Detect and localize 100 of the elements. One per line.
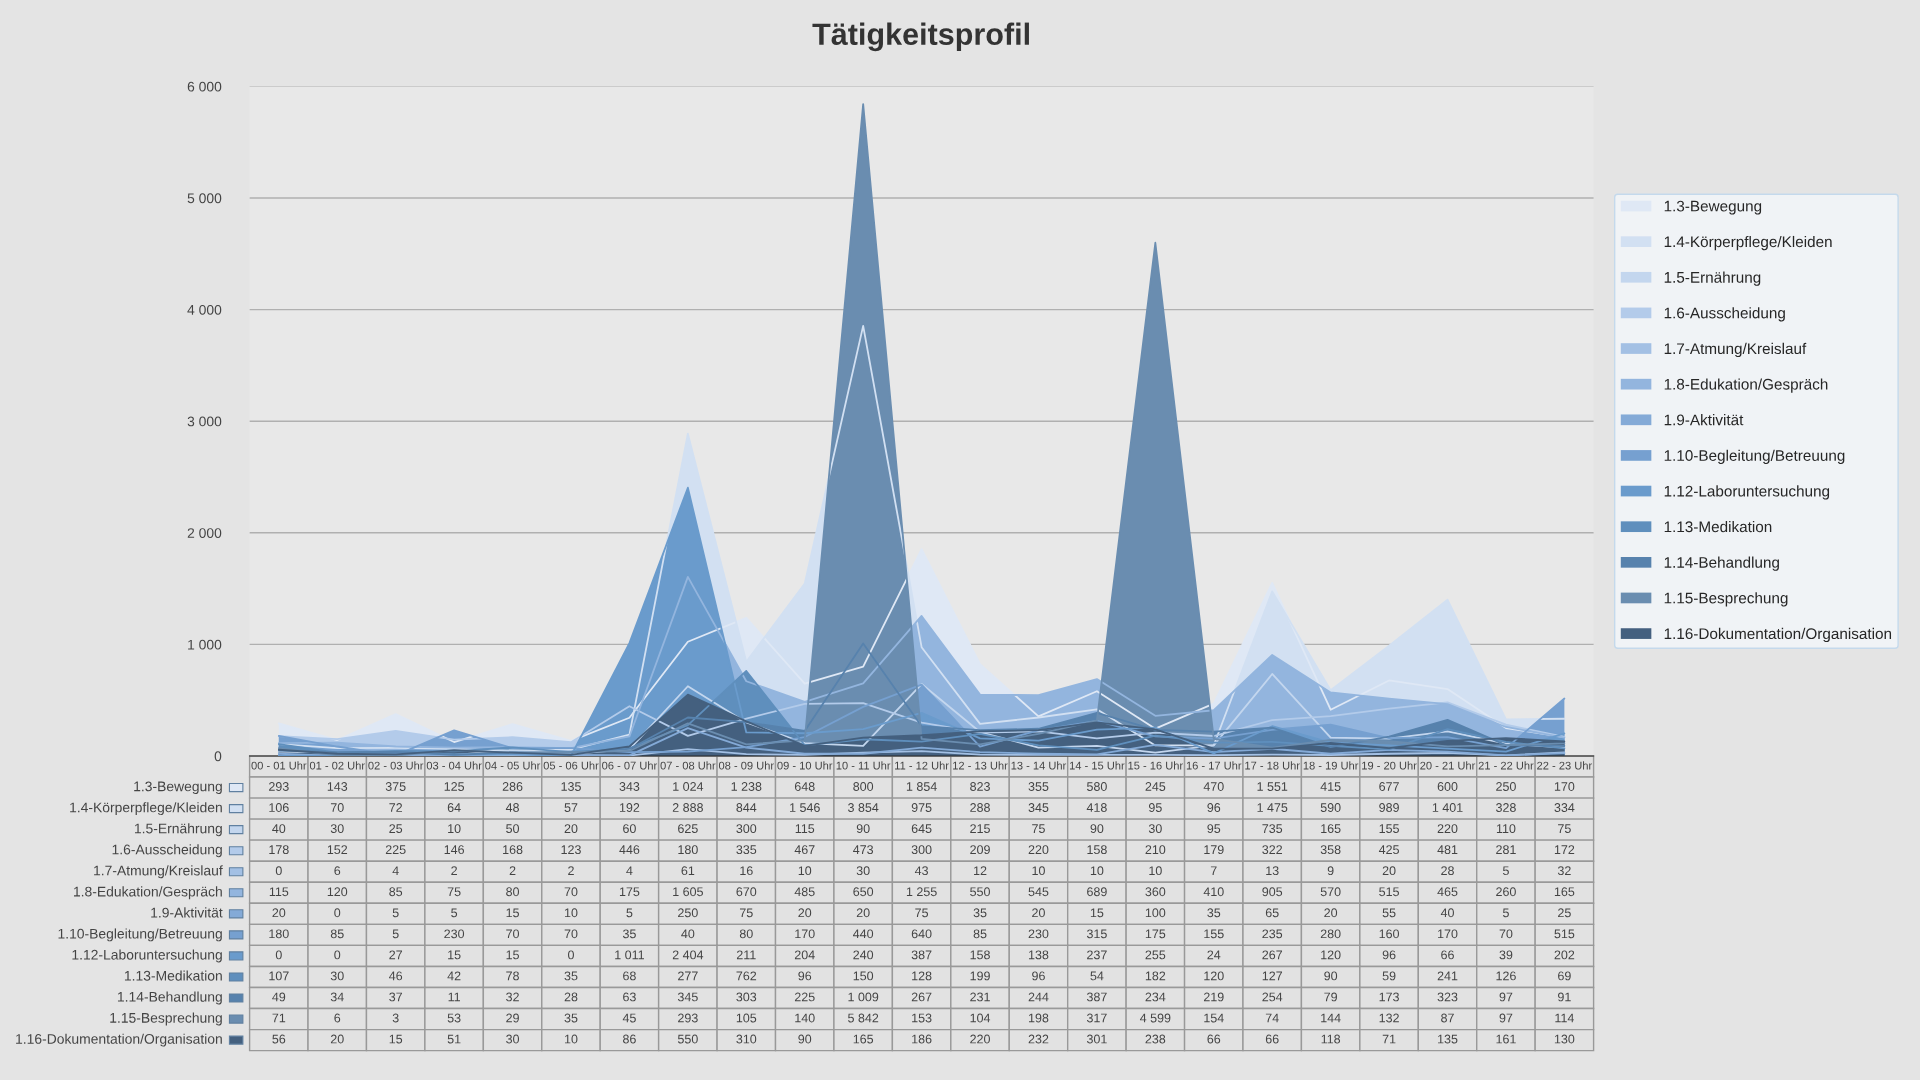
data-label: 2 [451,866,457,875]
data-label: 25 [1558,908,1571,918]
data-label: 30 [856,866,870,876]
data-label: 1 024 [673,782,704,791]
data-label: 387 [911,950,932,960]
data-label: 267 [1262,950,1283,960]
data-label: 648 [794,782,815,791]
data-label: 64 [447,803,461,812]
data-label: 10 [1090,866,1104,876]
data-label: 2 404 [672,950,704,960]
data-label: 387 [1086,992,1107,1002]
text: 1.5-Ernährung [134,823,222,837]
data-label: 150 [853,971,874,981]
data-label: 51 [447,1034,461,1044]
legend-label: 1.16-Dokumentation/Organisation [1664,627,1892,643]
data-label: 198 [1029,1013,1049,1023]
data-label: 238 [1145,1034,1166,1044]
data-label: 135 [561,782,581,791]
data-label: 235 [1262,929,1283,939]
data-label: 35 [564,971,578,981]
data-label: 72 [389,803,403,812]
data-label: 323 [1437,992,1458,1002]
data-label: 115 [269,887,289,897]
data-label: 120 [1321,950,1341,960]
data-label: 48 [505,803,519,812]
data-label: 35 [1207,908,1221,918]
data-label: 7 [1210,866,1217,875]
data-label: 60 [623,824,636,834]
data-label: 165 [1321,824,1341,834]
x-tick-label: 00 - 01 Uhr [251,761,307,770]
data-label: 300 [736,824,757,834]
data-label: 74 [1265,1013,1279,1023]
data-label: 20 [1032,908,1045,918]
data-label: 155 [1204,929,1224,939]
data-label: 15 [389,1034,403,1044]
x-tick-label: 17 - 18 Uhr [1245,761,1300,770]
data-label: 152 [327,845,348,855]
x-tick-label: 14 - 15 Uhr [1069,761,1125,770]
y-tick-label: 5 000 [187,193,222,204]
data-label: 0 [334,950,341,960]
data-label: 71 [1382,1034,1396,1044]
data-label: 180 [269,929,289,939]
data-label: 310 [736,1034,757,1044]
data-label: 645 [911,824,932,834]
data-label: 30 [1148,824,1162,834]
x-tick-label: 09 - 10 Uhr [777,761,833,770]
data-label: 96 [1382,950,1396,960]
data-label: 4 [626,866,633,875]
data-label: 989 [1379,803,1399,812]
data-label: 15 [1090,908,1104,918]
data-label: 255 [1145,950,1166,960]
data-label: 550 [677,1034,698,1044]
data-label: 5 [626,908,633,918]
data-label: 115 [795,824,815,834]
data-label: 241 [1437,971,1458,981]
x-tick-label: 04 - 05 Uhr [485,761,541,770]
data-label: 61 [681,866,695,876]
data-label: 10 [798,866,812,876]
data-label: 237 [1087,950,1107,960]
data-label: 126 [1496,971,1516,981]
data-label: 173 [1379,992,1399,1002]
data-label: 90 [798,1034,812,1044]
data-label: 670 [736,887,757,897]
x-tick-label: 16 - 17 Uhr [1186,761,1242,770]
data-label: 0 [275,950,282,960]
data-label: 175 [619,887,640,897]
y-tick-label: 0 [214,751,222,762]
data-label: 1 605 [673,887,703,897]
data-label: 70 [1499,929,1513,939]
data-label: 75 [739,908,753,918]
data-label: 85 [389,887,403,897]
data-label: 515 [1379,887,1399,897]
data-label: 66 [1207,1034,1221,1044]
data-label: 29 [506,1013,519,1023]
legend-label: 1.3-Bewegung [1664,200,1762,215]
data-label: 170 [795,929,815,939]
data-label: 220 [1437,824,1458,834]
data-label: 144 [1321,1013,1341,1023]
data-label: 418 [1086,803,1107,812]
data-label: 56 [272,1034,286,1044]
data-label: 24 [1207,950,1221,960]
data-label: 545 [1028,887,1049,897]
data-label: 2 888 [672,803,703,812]
data-label: 232 [1028,1034,1049,1044]
data-label: 800 [853,782,874,791]
data-label: 42 [447,971,461,981]
data-label: 40 [272,824,286,834]
data-label: 70 [506,929,520,939]
data-label: 135 [1438,1034,1458,1044]
data-label: 120 [1204,971,1224,981]
data-label: 59 [1382,971,1396,981]
data-label: 225 [794,992,815,1002]
data-label: 100 [1145,908,1166,918]
data-label: 75 [915,908,929,918]
y-tick-label: 4 000 [187,304,222,315]
text: 1.10-Begleitung/Betreuung [58,928,222,942]
data-label: 53 [447,1013,461,1023]
data-label: 10 [1149,866,1162,876]
data-label: 140 [795,1013,815,1023]
data-label: 202 [1554,950,1575,960]
